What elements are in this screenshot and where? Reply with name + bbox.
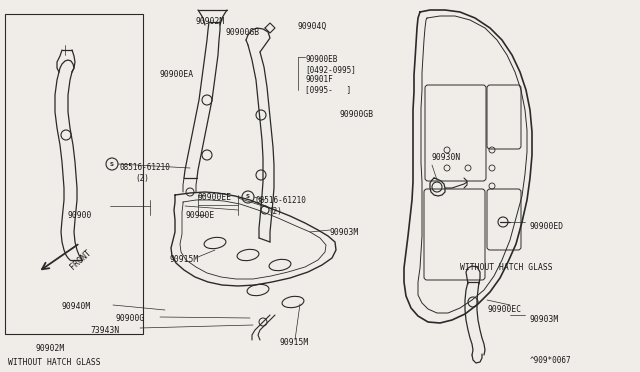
Text: 90900EB: 90900EB: [305, 55, 337, 64]
Text: S: S: [110, 161, 114, 167]
Text: [0995-   ]: [0995- ]: [305, 85, 351, 94]
Text: 90900G: 90900G: [115, 314, 144, 323]
Bar: [5, 14, 143, 334]
Text: (2): (2): [135, 174, 149, 183]
Text: 90903M: 90903M: [330, 228, 359, 237]
Text: 90900GB: 90900GB: [340, 110, 374, 119]
Text: [0492-0995]: [0492-0995]: [305, 65, 356, 74]
Text: FRONT: FRONT: [68, 248, 93, 272]
Text: 90900E: 90900E: [185, 211, 214, 220]
Text: WITHOUT HATCH GLASS: WITHOUT HATCH GLASS: [8, 358, 100, 367]
Circle shape: [242, 191, 254, 203]
Text: 90900EE: 90900EE: [198, 193, 232, 202]
Text: 08516-61210: 08516-61210: [120, 163, 171, 172]
Text: 90915M: 90915M: [280, 338, 309, 347]
Text: 90900EA: 90900EA: [160, 70, 194, 79]
Text: 90904Q: 90904Q: [298, 22, 327, 31]
Text: 90930N: 90930N: [432, 153, 461, 162]
Text: 73943N: 73943N: [90, 326, 119, 335]
Text: 90900: 90900: [68, 211, 92, 220]
Text: 90915M: 90915M: [170, 255, 199, 264]
Text: 90903M: 90903M: [530, 315, 559, 324]
Text: (2): (2): [268, 207, 282, 216]
Text: 90940M: 90940M: [62, 302, 92, 311]
Text: S: S: [246, 195, 250, 199]
Circle shape: [106, 158, 118, 170]
Text: ^909*0067: ^909*0067: [530, 356, 572, 365]
Text: 90900GB: 90900GB: [225, 28, 259, 37]
Text: 90901F: 90901F: [305, 75, 333, 84]
Text: 90902M: 90902M: [35, 344, 64, 353]
Text: 90902M: 90902M: [195, 17, 224, 26]
Text: 90900EC: 90900EC: [487, 305, 521, 314]
Text: 90900ED: 90900ED: [530, 222, 564, 231]
Text: WITHOUT HATCH GLASS: WITHOUT HATCH GLASS: [460, 263, 552, 272]
Text: 08516-61210: 08516-61210: [255, 196, 306, 205]
